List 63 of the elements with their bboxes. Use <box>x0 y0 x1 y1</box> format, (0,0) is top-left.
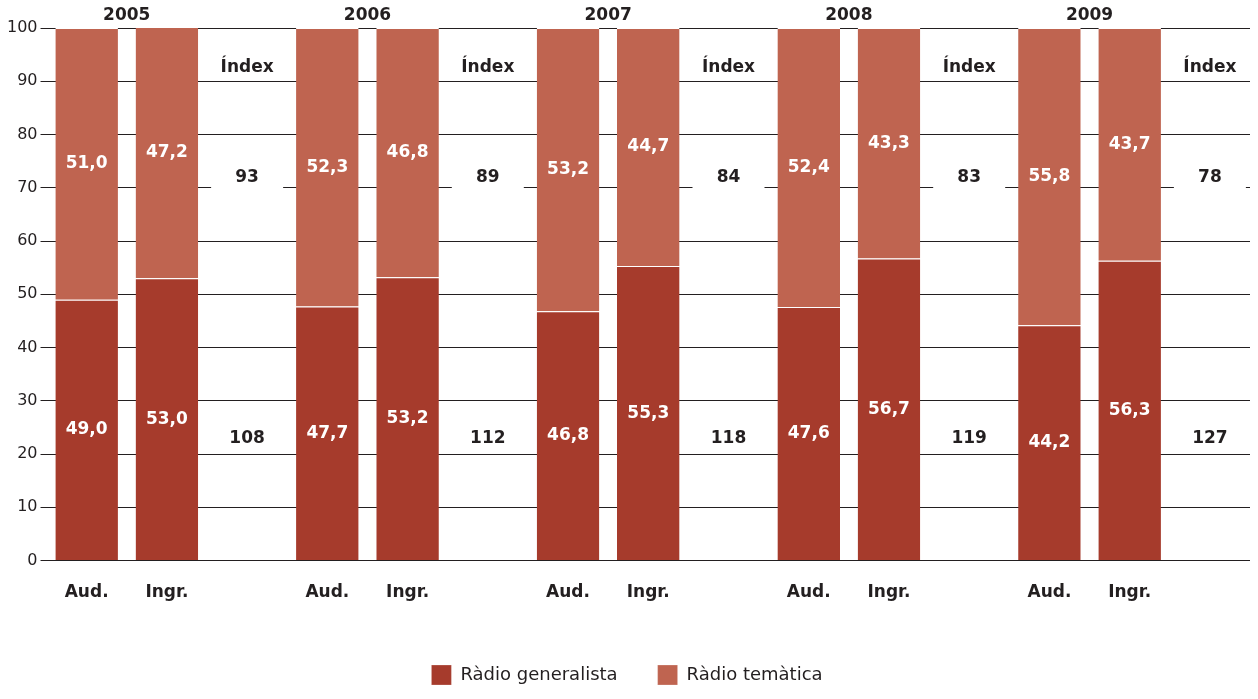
annotation: 119 <box>951 426 987 447</box>
data-label: 55,8 <box>1028 165 1071 186</box>
y-tick-label: 40 <box>17 336 38 356</box>
y-tick-label: 60 <box>17 230 38 250</box>
y-tick-label: 30 <box>17 389 38 409</box>
x-tick-label: Ingr. <box>626 581 670 602</box>
annotation: 84 <box>716 165 741 186</box>
annotation: Índex <box>461 55 515 77</box>
y-tick-label: 20 <box>17 443 38 463</box>
annotation: Índex <box>701 55 756 77</box>
data-label: 51,0 <box>65 152 108 173</box>
legend-label: Ràdio generalista <box>460 662 618 684</box>
x-tick-label: Aud. <box>546 581 590 602</box>
y-tick-label: 80 <box>17 123 38 143</box>
text: 2009 <box>1065 4 1114 25</box>
annotation: 108 <box>229 426 265 447</box>
text: 2006 <box>343 4 392 25</box>
data-label: 47,7 <box>306 421 349 442</box>
y-tick-label: 100 <box>6 17 38 37</box>
data-label: 52,3 <box>306 155 349 176</box>
data-label: 43,3 <box>867 131 910 152</box>
annotation: Índex <box>220 55 274 77</box>
x-tick-label: Ingr. <box>867 581 911 602</box>
x-tick-label: Aud. <box>305 581 350 602</box>
data-label: 53,2 <box>386 407 429 428</box>
data-label: 56,7 <box>867 397 910 418</box>
annotation: 93 <box>235 165 259 186</box>
x-tick-label: Aud. <box>64 581 109 602</box>
data-label: 46,8 <box>547 424 590 445</box>
data-label: 47,2 <box>145 141 188 162</box>
y-tick-label: 70 <box>17 176 38 196</box>
data-label: 49,0 <box>65 418 108 439</box>
text: 2007 <box>584 4 632 25</box>
y-tick-label: 50 <box>17 283 38 303</box>
data-label: 46,8 <box>386 141 429 162</box>
data-label: 53,2 <box>547 158 590 179</box>
data-label: 43,7 <box>1108 132 1151 153</box>
data-label: 55,3 <box>627 401 670 422</box>
annotation: 118 <box>710 426 747 447</box>
x-tick-label: Ingr. <box>145 581 189 602</box>
data-label: 47,6 <box>787 422 830 443</box>
annotation: 127 <box>1192 426 1228 447</box>
annotation: 78 <box>1198 165 1222 186</box>
data-label: 56,3 <box>1108 398 1151 419</box>
data-label: 44,2 <box>1028 431 1071 452</box>
y-tick-label: 90 <box>17 70 38 90</box>
annotation: 89 <box>475 165 500 186</box>
annotation: 112 <box>470 426 506 447</box>
text: 2008 <box>825 4 873 25</box>
x-tick-label: Ingr. <box>386 581 430 602</box>
data-label: 52,4 <box>787 155 830 176</box>
annotation: Índex <box>1183 55 1237 77</box>
annotation: Índex <box>942 55 996 77</box>
text: 2005 <box>103 4 151 25</box>
y-tick-label: 10 <box>17 496 38 516</box>
y-tick-label: 0 <box>27 549 38 569</box>
legend-label: Ràdio temàtica <box>686 662 823 684</box>
x-tick-label: Aud. <box>786 581 831 602</box>
data-label: 44,7 <box>627 135 670 156</box>
x-tick-label: Ingr. <box>1108 581 1152 602</box>
data-label: 53,0 <box>145 407 189 428</box>
x-tick-label: Aud. <box>1027 581 1072 602</box>
annotation: 83 <box>957 165 982 186</box>
